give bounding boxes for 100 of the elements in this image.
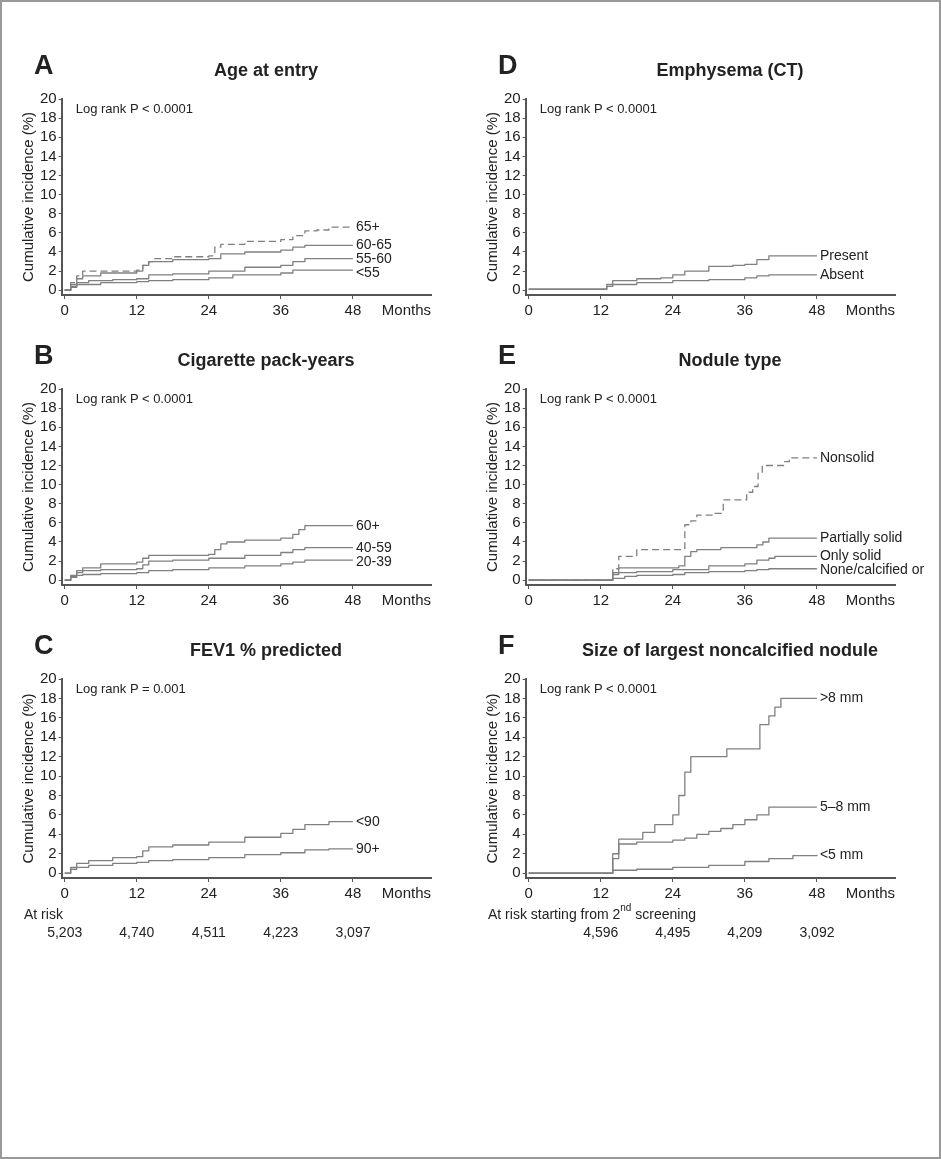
y-tick-label: 8: [48, 785, 57, 803]
y-tick-label: 12: [40, 746, 57, 764]
y-tick-label: 12: [504, 165, 521, 183]
text: 4,740: [119, 923, 155, 940]
x-axis-title: Months: [381, 883, 431, 901]
y-axis-title: Cumulative incidence (%): [19, 401, 37, 573]
x-tick-label: 48: [808, 301, 826, 319]
y-tick-label: 20: [504, 669, 521, 687]
y-tick-label: 10: [40, 766, 57, 784]
series-label: 40-59: [355, 538, 392, 555]
y-tick-label: 10: [504, 474, 521, 492]
y-tick-label: 4: [512, 532, 521, 550]
y-tick-label: 20: [504, 379, 521, 397]
y-axis-title: Cumulative incidence (%): [483, 693, 501, 864]
y-tick-label: 0: [48, 570, 57, 588]
text: 3,097: [335, 923, 371, 940]
y-tick-label: 12: [40, 455, 57, 473]
x-axis-title: Months: [381, 590, 431, 608]
series-label: 65+: [355, 217, 380, 234]
y-tick-label: 14: [40, 146, 57, 164]
series-label: Partially solid: [819, 529, 903, 546]
x-tick-label: 0: [524, 591, 533, 609]
y-tick-label: 8: [512, 493, 521, 511]
x-tick-label: 24: [664, 884, 682, 902]
y-tick-label: 20: [40, 379, 57, 397]
y-tick-label: 4: [512, 824, 521, 842]
x-tick-label: 12: [128, 591, 146, 609]
x-tick-label: 0: [60, 591, 69, 609]
y-tick-label: 12: [504, 455, 521, 473]
y-tick-label: 16: [504, 417, 521, 435]
x-tick-label: 0: [524, 884, 533, 902]
x-tick-label: 48: [344, 301, 362, 319]
x-tick-label: 24: [664, 301, 682, 319]
y-tick-label: 16: [504, 127, 521, 145]
series-label: Absent: [819, 265, 864, 282]
y-tick-label: 6: [512, 805, 521, 823]
annotation: Log rank P < 0.0001: [539, 681, 657, 697]
y-tick-label: 14: [40, 727, 57, 745]
text: 5,203: [47, 923, 83, 940]
x-tick-label: 48: [344, 591, 362, 609]
y-tick-label: 20: [40, 669, 57, 687]
y-tick-label: 2: [512, 551, 521, 569]
annotation: Log rank P < 0.0001: [75, 391, 193, 407]
x-tick-label: 36: [272, 301, 290, 319]
y-tick-label: 12: [40, 165, 57, 183]
y-axis-title: Cumulative incidence (%): [483, 111, 501, 283]
x-axis-title: Months: [845, 300, 895, 318]
x-tick-label: 24: [664, 591, 682, 609]
y-tick-label: 14: [504, 727, 521, 745]
x-tick-label: 36: [736, 301, 754, 319]
x-tick-label: 36: [272, 884, 290, 902]
chart-title: Emphysema (CT): [655, 60, 805, 81]
y-tick-label: 18: [504, 108, 521, 126]
y-tick-label: 14: [504, 146, 521, 164]
y-tick-label: 10: [504, 184, 521, 202]
y-tick-label: 8: [48, 493, 57, 511]
chart-title: Age at entry: [213, 60, 319, 81]
y-tick-label: 18: [40, 688, 57, 706]
series-label: 60+: [355, 516, 380, 533]
text: A: [34, 50, 54, 81]
x-tick-label: 48: [808, 591, 826, 609]
y-tick-label: 0: [512, 280, 521, 298]
y-tick-label: 18: [504, 688, 521, 706]
y-axis-title: Cumulative incidence (%): [19, 693, 37, 864]
annotation: Log rank P = 0.001: [75, 681, 186, 697]
annotation: Log rank P < 0.0001: [75, 101, 193, 117]
y-tick-label: 10: [40, 184, 57, 202]
y-tick-label: 6: [48, 222, 57, 240]
text: F: [498, 630, 515, 661]
y-tick-label: 4: [48, 824, 57, 842]
y-tick-label: 4: [48, 532, 57, 550]
x-tick-label: 0: [60, 884, 69, 902]
y-tick-label: 20: [40, 89, 57, 107]
x-tick-label: 36: [736, 591, 754, 609]
text: 4,495: [655, 923, 691, 940]
y-tick-label: 10: [504, 766, 521, 784]
x-tick-label: 12: [592, 301, 610, 319]
annotation: Log rank P < 0.0001: [539, 391, 657, 407]
y-tick-label: 0: [512, 570, 521, 588]
y-tick-label: 6: [48, 512, 57, 530]
y-tick-label: 0: [48, 280, 57, 298]
x-tick-label: 48: [344, 884, 362, 902]
series-label: 55-60: [355, 250, 392, 267]
text: C: [34, 630, 54, 661]
series-label: Only solid: [819, 547, 882, 564]
x-tick-label: 24: [200, 591, 218, 609]
y-tick-label: 2: [48, 843, 57, 861]
x-axis-title: Months: [845, 590, 895, 608]
y-tick-label: 4: [48, 242, 57, 260]
x-tick-label: 36: [272, 591, 290, 609]
y-axis-title: Cumulative incidence (%): [483, 401, 501, 573]
x-axis-title: Months: [381, 300, 431, 318]
y-tick-label: 8: [48, 203, 57, 221]
y-tick-label: 6: [512, 222, 521, 240]
y-tick-label: 8: [512, 203, 521, 221]
y-axis-title: Cumulative incidence (%): [19, 111, 37, 283]
x-tick-label: 0: [524, 301, 533, 319]
y-tick-label: 16: [40, 417, 57, 435]
series-label: 5–8 mm: [819, 798, 871, 814]
x-tick-label: 12: [592, 884, 610, 902]
